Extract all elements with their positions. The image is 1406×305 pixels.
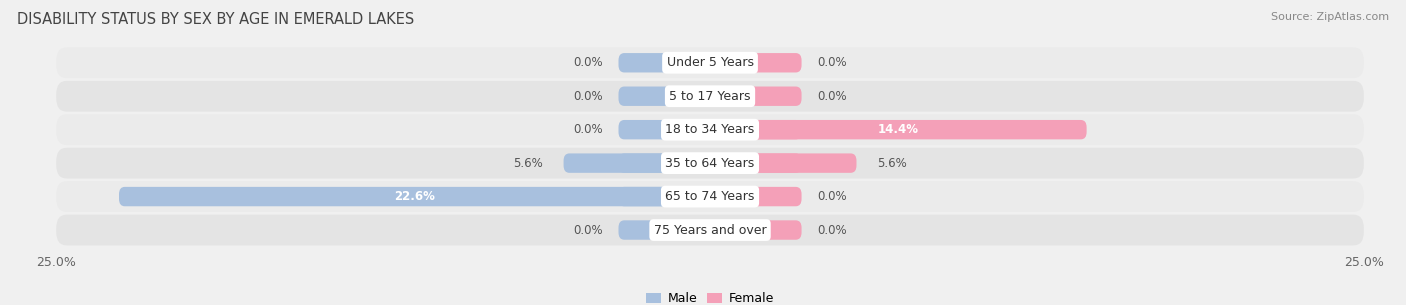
Text: 18 to 34 Years: 18 to 34 Years	[665, 123, 755, 136]
FancyBboxPatch shape	[710, 153, 801, 173]
FancyBboxPatch shape	[710, 87, 801, 106]
FancyBboxPatch shape	[619, 153, 710, 173]
Text: 0.0%: 0.0%	[817, 190, 846, 203]
Text: 5.6%: 5.6%	[513, 157, 543, 170]
Legend: Male, Female: Male, Female	[641, 287, 779, 305]
FancyBboxPatch shape	[56, 148, 1364, 178]
FancyBboxPatch shape	[56, 81, 1364, 112]
Text: DISABILITY STATUS BY SEX BY AGE IN EMERALD LAKES: DISABILITY STATUS BY SEX BY AGE IN EMERA…	[17, 12, 415, 27]
FancyBboxPatch shape	[710, 187, 801, 206]
FancyBboxPatch shape	[619, 220, 710, 240]
FancyBboxPatch shape	[619, 120, 710, 139]
Text: Source: ZipAtlas.com: Source: ZipAtlas.com	[1271, 12, 1389, 22]
Text: 0.0%: 0.0%	[817, 56, 846, 69]
Text: 75 Years and over: 75 Years and over	[654, 224, 766, 237]
Text: 0.0%: 0.0%	[817, 224, 846, 237]
Text: Under 5 Years: Under 5 Years	[666, 56, 754, 69]
Text: 0.0%: 0.0%	[574, 56, 603, 69]
FancyBboxPatch shape	[564, 153, 710, 173]
FancyBboxPatch shape	[619, 53, 710, 73]
FancyBboxPatch shape	[56, 114, 1364, 145]
FancyBboxPatch shape	[56, 215, 1364, 246]
FancyBboxPatch shape	[710, 53, 801, 73]
FancyBboxPatch shape	[710, 120, 801, 139]
FancyBboxPatch shape	[710, 120, 1087, 139]
FancyBboxPatch shape	[710, 220, 801, 240]
FancyBboxPatch shape	[120, 187, 710, 206]
FancyBboxPatch shape	[619, 187, 710, 206]
FancyBboxPatch shape	[56, 181, 1364, 212]
Text: 0.0%: 0.0%	[574, 90, 603, 103]
FancyBboxPatch shape	[619, 87, 710, 106]
FancyBboxPatch shape	[710, 153, 856, 173]
Text: 22.6%: 22.6%	[394, 190, 434, 203]
Text: 0.0%: 0.0%	[574, 123, 603, 136]
Text: 35 to 64 Years: 35 to 64 Years	[665, 157, 755, 170]
Text: 0.0%: 0.0%	[817, 90, 846, 103]
Text: 14.4%: 14.4%	[877, 123, 920, 136]
Text: 65 to 74 Years: 65 to 74 Years	[665, 190, 755, 203]
Text: 5 to 17 Years: 5 to 17 Years	[669, 90, 751, 103]
Text: 0.0%: 0.0%	[574, 224, 603, 237]
FancyBboxPatch shape	[56, 47, 1364, 78]
Text: 5.6%: 5.6%	[877, 157, 907, 170]
